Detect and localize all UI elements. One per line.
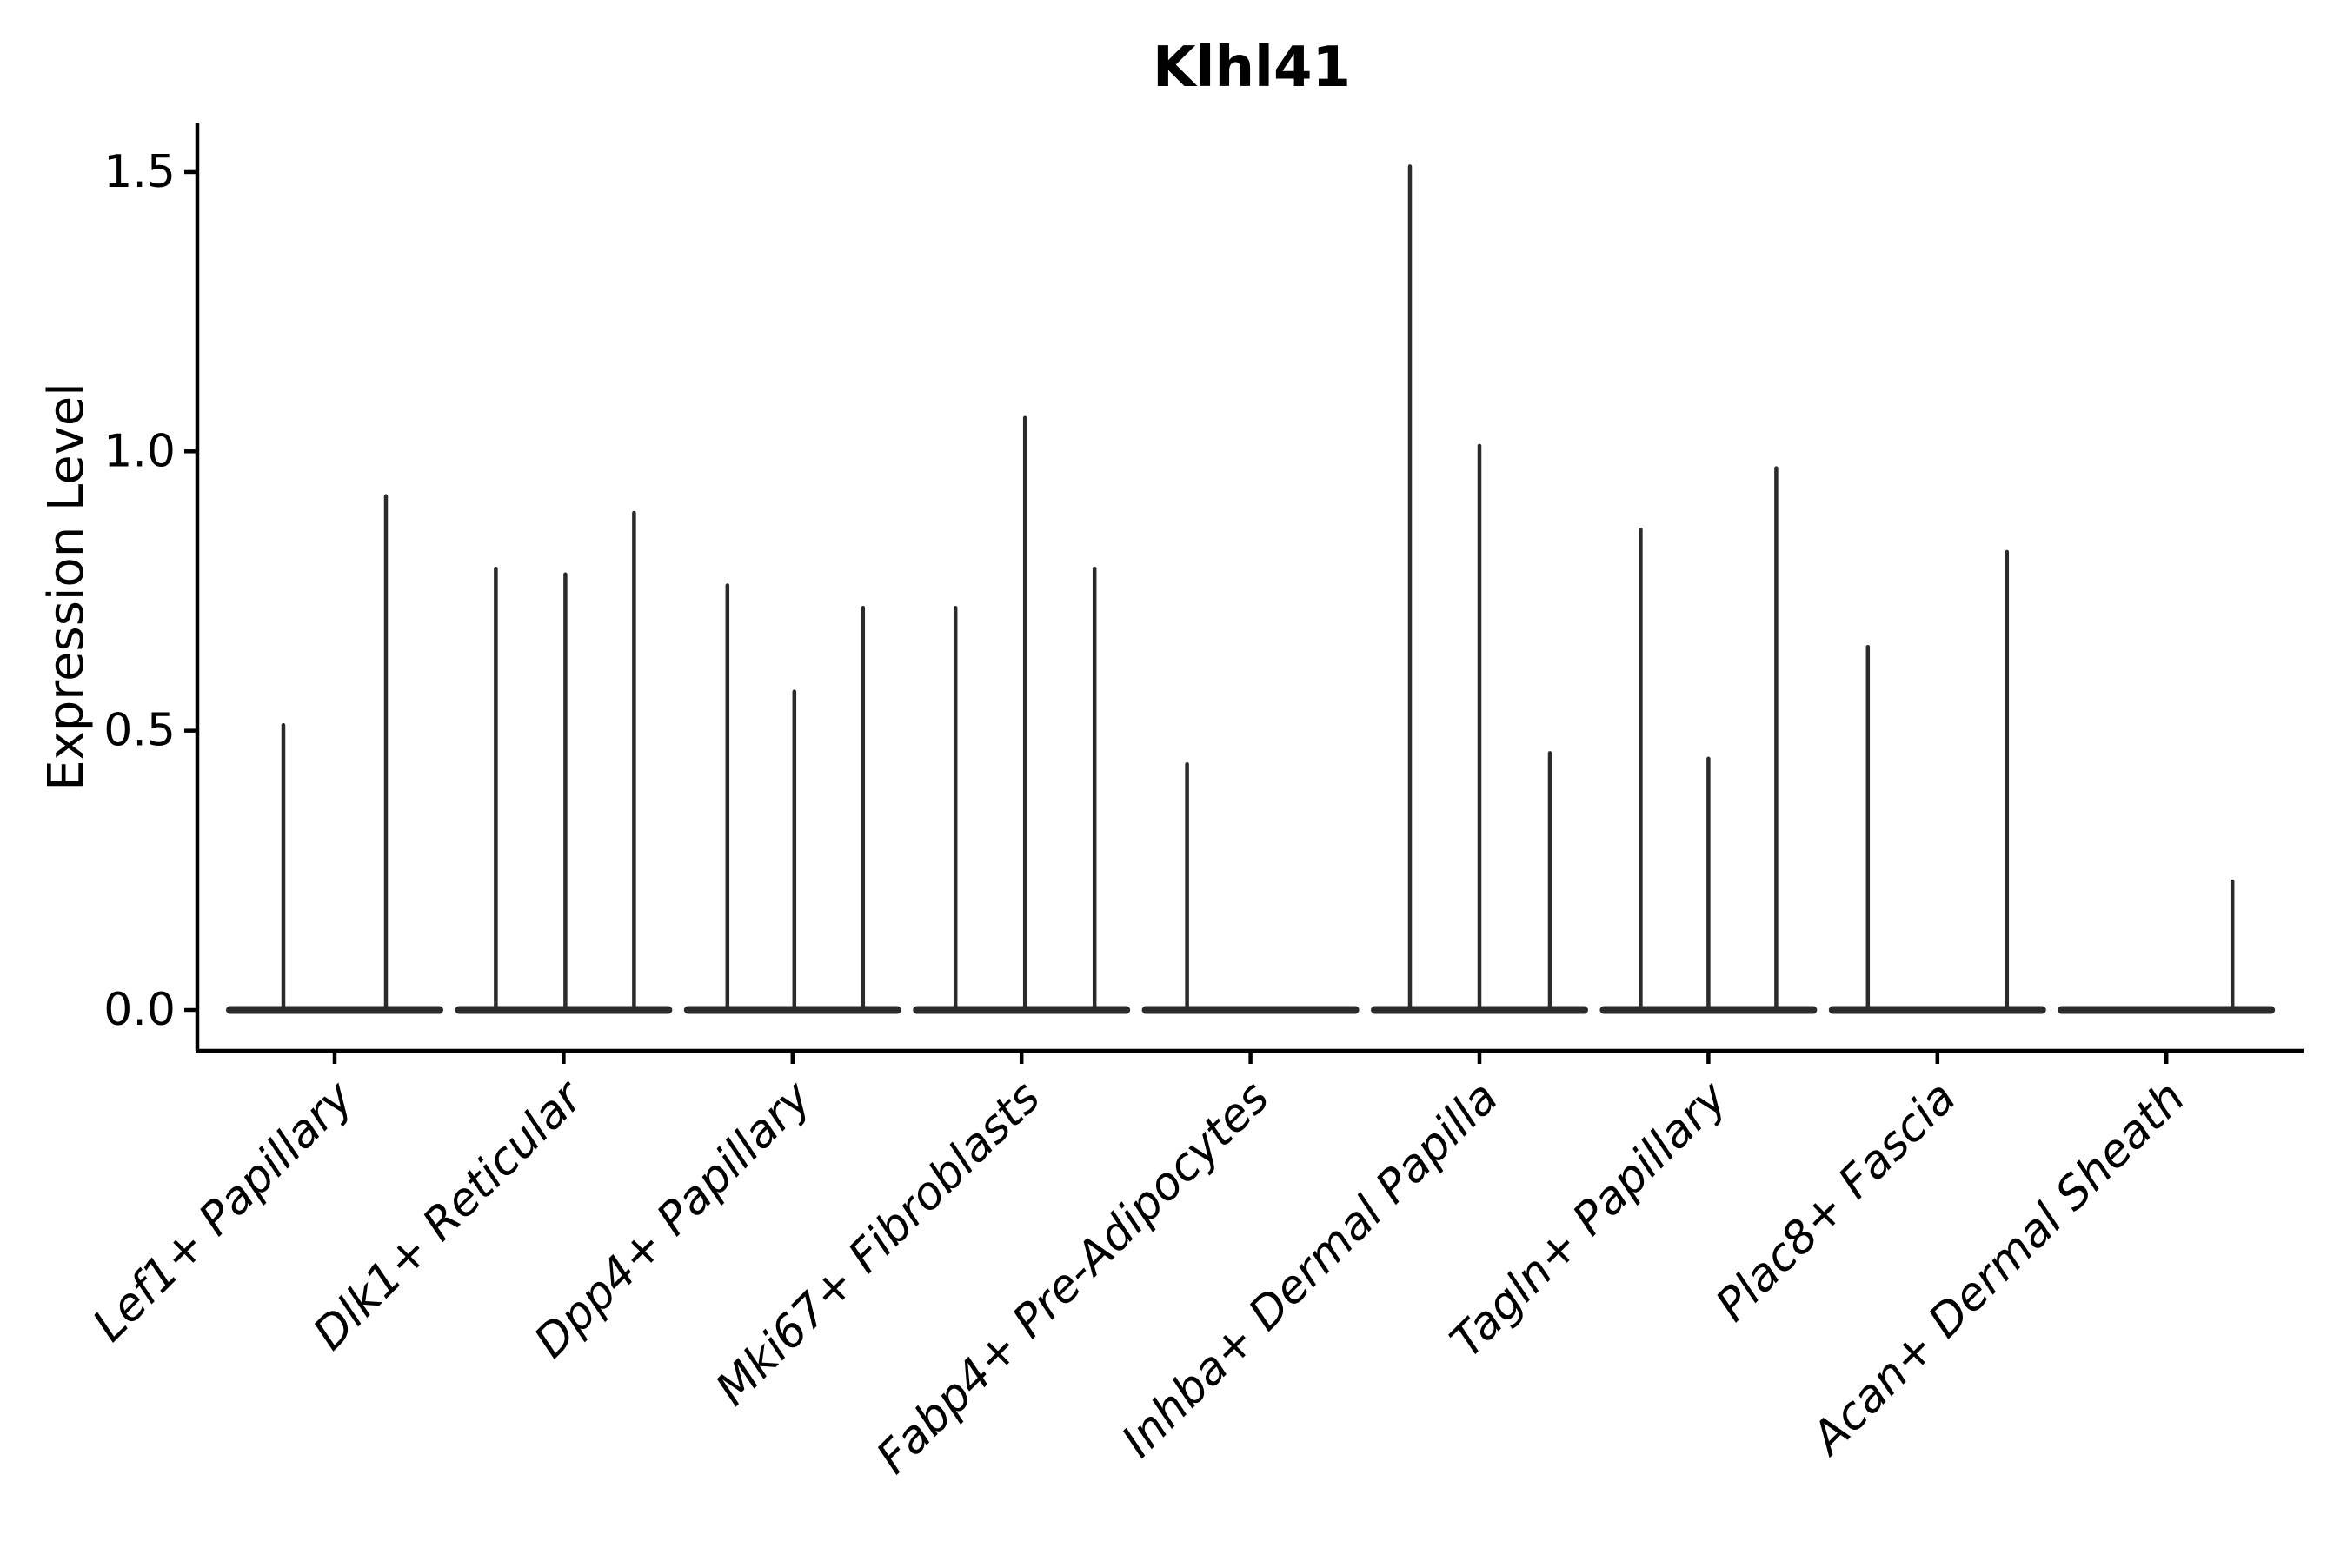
y-tick-label: 1.5: [103, 146, 176, 198]
violin-group: [913, 415, 1131, 1014]
x-tick-label: Plac8+ Fascia: [1706, 1072, 1966, 1332]
chart-title: Klhl41: [1153, 36, 1351, 100]
x-tick-label: Fabp4+ Pre-Adipocytes: [867, 1072, 1280, 1485]
violin-group: [683, 583, 901, 1014]
violin-group: [2058, 879, 2276, 1014]
violin-group: [1599, 466, 1818, 1014]
y-axis-label: Expression Level: [38, 382, 95, 791]
violin-group: [1141, 761, 1360, 1014]
violin-series: [226, 164, 2276, 1014]
violin-group: [226, 494, 443, 1014]
y-tick-label: 0.5: [103, 705, 176, 757]
x-tick-label: Acan+ Dermal Sheath: [1800, 1072, 2195, 1466]
violin-group: [1828, 549, 2046, 1014]
violin-group: [455, 510, 673, 1014]
y-tick-label: 1.0: [103, 425, 176, 477]
x-tick-label: Inhba+ Dermal Papilla: [1112, 1072, 1508, 1468]
violin-group: [1371, 164, 1588, 1014]
y-axis-ticks: 0.0 0.5 1.0 1.5: [103, 146, 197, 1036]
y-tick-label: 0.0: [103, 984, 176, 1036]
